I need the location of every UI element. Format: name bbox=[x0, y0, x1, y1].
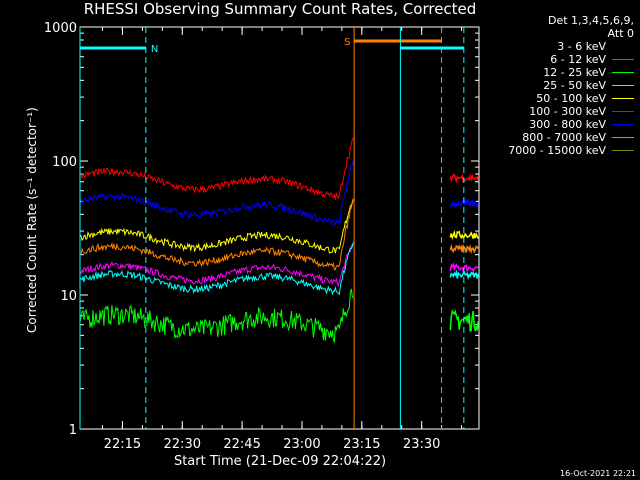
series-line bbox=[79, 198, 354, 271]
y-tick-label: 100 bbox=[52, 155, 77, 170]
series-line bbox=[79, 267, 354, 308]
legend-swatch bbox=[612, 85, 634, 86]
x-tick-label: 22:45 bbox=[223, 437, 260, 452]
legend-header-2: Att 0 bbox=[607, 27, 634, 40]
x-tick-label: 22:30 bbox=[164, 437, 201, 452]
series-line bbox=[79, 242, 354, 288]
legend-entry-label: 25 - 50 keV bbox=[543, 79, 606, 92]
x-tick-label: 23:15 bbox=[343, 437, 380, 452]
series-line-post bbox=[449, 279, 479, 290]
series-line bbox=[79, 160, 354, 227]
series-line-post bbox=[449, 230, 479, 241]
series-line-post bbox=[449, 198, 479, 210]
y-tick-label: 1 bbox=[69, 423, 77, 438]
legend-entry-label: 7000 - 15000 keV bbox=[508, 144, 606, 157]
legend-entry-label: 50 - 100 keV bbox=[536, 92, 606, 105]
legend-swatch bbox=[612, 150, 634, 151]
x-tick-label: 22:15 bbox=[104, 437, 141, 452]
x-axis-label: Start Time (21-Dec-09 22:04:22) bbox=[173, 454, 387, 469]
legend-entry-label: 3 - 6 keV bbox=[557, 40, 606, 53]
legend-entry: 12 - 25 keV bbox=[486, 66, 634, 79]
legend-swatch bbox=[612, 124, 634, 125]
legend-entry: 3 - 6 keV bbox=[486, 40, 634, 53]
legend-header-1: Det 1,3,4,5,6,9, bbox=[547, 14, 634, 27]
legend-swatch bbox=[612, 98, 634, 99]
plot-frame bbox=[79, 26, 480, 430]
legend-entry: 6 - 12 keV bbox=[486, 53, 634, 66]
legend-swatch bbox=[612, 111, 634, 112]
marker-label: S bbox=[344, 37, 350, 48]
chart-title: RHESSI Observing Summary Count Rates, Co… bbox=[83, 0, 477, 18]
legend-swatch bbox=[612, 72, 634, 73]
series-line bbox=[79, 288, 354, 344]
legend-entry-label: 6 - 12 keV bbox=[550, 53, 606, 66]
legend-entry-label: 12 - 25 keV bbox=[543, 66, 606, 79]
legend-entry-label: 100 - 300 keV bbox=[529, 105, 606, 118]
legend-swatch bbox=[612, 59, 634, 60]
y-tick-label: 1000 bbox=[44, 21, 77, 36]
legend-entry: 100 - 300 keV bbox=[486, 105, 634, 118]
x-tick-label: 23:30 bbox=[403, 437, 440, 452]
x-tick-label: 23:00 bbox=[283, 437, 320, 452]
legend-entry-label: 300 - 800 keV bbox=[529, 118, 606, 131]
timestamp: 16-Oct-2021 22:21 bbox=[560, 469, 636, 478]
legend-entry-label: 800 - 7000 keV bbox=[522, 131, 606, 144]
legend-entry: 800 - 7000 keV bbox=[486, 131, 634, 144]
series-line bbox=[79, 198, 354, 254]
legend: Det 1,3,4,5,6,9, Att 0 3 - 6 keV 6 - 12 k… bbox=[486, 14, 634, 157]
legend-swatch bbox=[612, 137, 634, 138]
legend-swatch bbox=[612, 46, 634, 47]
marker-label: N bbox=[151, 44, 158, 55]
legend-entry: 7000 - 15000 keV bbox=[486, 144, 634, 157]
legend-entry: 50 - 100 keV bbox=[486, 92, 634, 105]
series-line bbox=[79, 137, 354, 200]
legend-entry: 300 - 800 keV bbox=[486, 118, 634, 131]
y-axis-label: Corrected Count Rate (s⁻¹ detector⁻¹) bbox=[25, 107, 39, 333]
legend-rows: 3 - 6 keV 6 - 12 keV 12 - 25 keV 25 - 50 ke… bbox=[486, 40, 634, 157]
y-tick-label: 10 bbox=[60, 289, 77, 304]
series-line bbox=[79, 242, 354, 296]
legend-entry: 25 - 50 keV bbox=[486, 79, 634, 92]
